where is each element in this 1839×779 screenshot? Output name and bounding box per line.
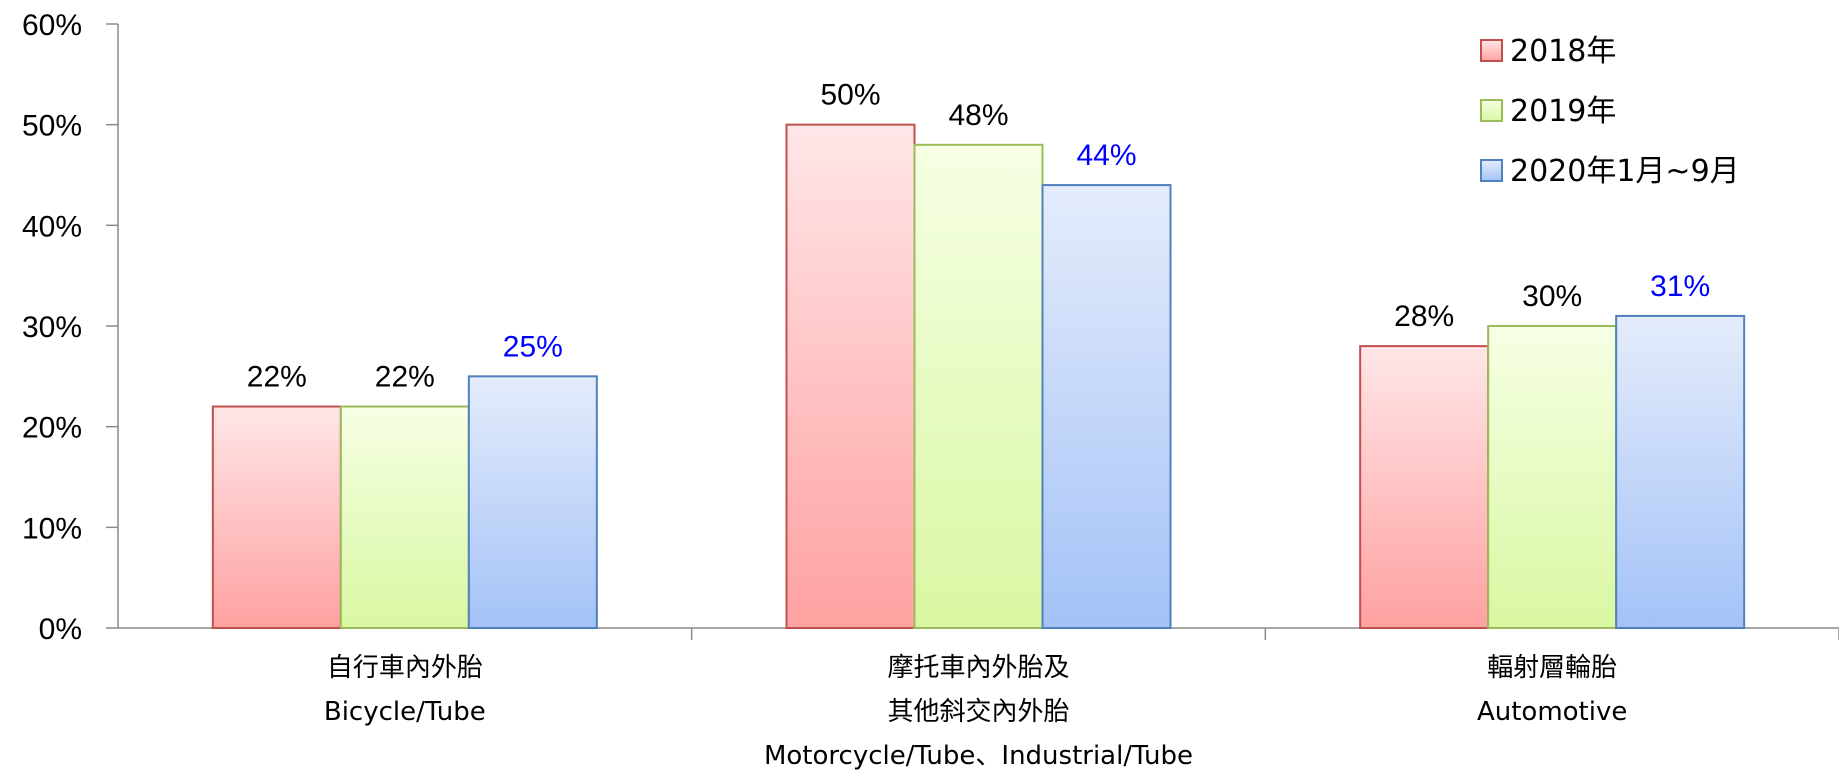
y-tick-label: 0% — [39, 613, 82, 646]
category-label: 摩托車內外胎及 — [887, 653, 1069, 683]
category-label: 其他斜交內外胎 — [887, 697, 1069, 727]
y-tick-label: 20% — [22, 412, 82, 445]
bar — [1487, 325, 1618, 629]
axes: 0% 10% 20% 30% 40% 50% 60% — [22, 9, 1839, 646]
bar — [339, 405, 470, 629]
legend: 2018年 2019年 2020年1月~9月 — [1480, 34, 1740, 189]
data-label: 25% — [503, 330, 563, 363]
data-label: 31% — [1650, 270, 1710, 303]
bar — [1359, 345, 1490, 629]
legend-label: 2019年 — [1510, 94, 1616, 129]
legend-swatch — [1480, 159, 1503, 182]
bar — [785, 123, 916, 630]
legend-swatch — [1480, 39, 1503, 62]
bar — [1615, 314, 1746, 629]
data-labels: 22% 22% 25% 50% 48% 44% 28% 30% 31% — [247, 79, 1710, 394]
y-tick-label: 50% — [22, 110, 82, 143]
category-label: Automotive — [1477, 697, 1627, 727]
y-tick-label: 40% — [22, 210, 82, 243]
category-label: 輻射層輪胎 — [1487, 653, 1617, 683]
y-tick-label: 10% — [22, 512, 82, 545]
category-label: 自行車內外胎 — [327, 653, 483, 683]
legend-label: 2020年1月~9月 — [1510, 154, 1740, 189]
bar — [1041, 184, 1172, 629]
y-tick-label: 30% — [22, 311, 82, 344]
data-label: 22% — [375, 361, 435, 394]
data-label: 48% — [948, 99, 1008, 132]
bars — [211, 123, 1746, 630]
data-label: 50% — [820, 79, 880, 112]
legend-label: 2018年 — [1510, 34, 1616, 69]
data-label: 22% — [247, 361, 307, 394]
bar — [467, 375, 598, 630]
data-label: 28% — [1394, 300, 1454, 333]
legend-swatch — [1480, 99, 1503, 122]
category-label: Motorcycle/Tube、Industrial/Tube — [764, 741, 1193, 771]
data-label: 30% — [1522, 280, 1582, 313]
y-tick-label: 60% — [22, 9, 82, 42]
category-label: Bicycle/Tube — [324, 697, 486, 727]
bar — [211, 405, 342, 629]
bar — [913, 143, 1044, 630]
data-label: 44% — [1076, 139, 1136, 172]
